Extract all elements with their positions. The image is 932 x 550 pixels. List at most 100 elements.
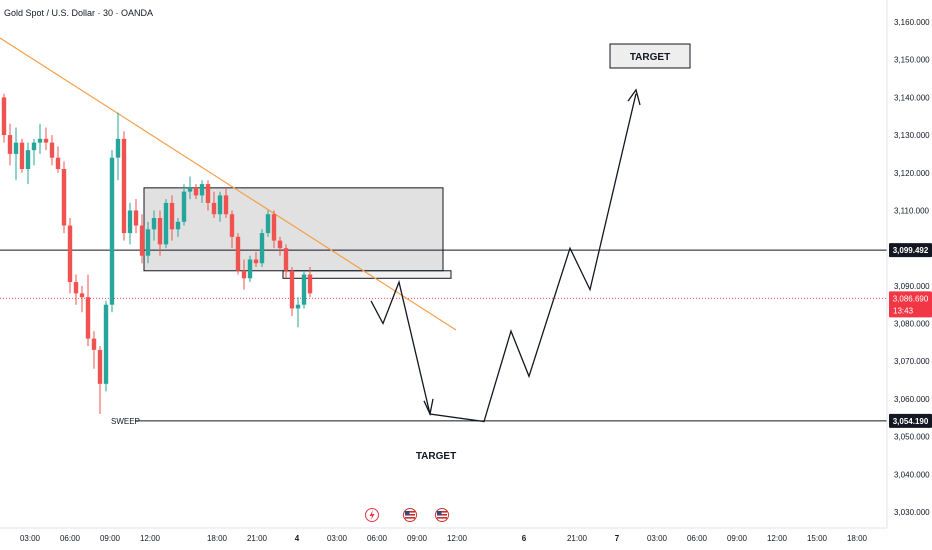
candle-body[interactable] [67, 225, 73, 283]
candle-body[interactable] [7, 135, 13, 154]
candle-body[interactable] [109, 157, 115, 305]
x-tick-label: 09:00 [727, 534, 748, 543]
candle-body[interactable] [43, 138, 49, 143]
us-flag-icon[interactable] [435, 508, 449, 522]
us-flag-icon[interactable] [403, 508, 417, 522]
x-tick-label: 03:00 [327, 534, 348, 543]
candle-body[interactable] [277, 240, 283, 249]
x-tick-label: 06:00 [367, 534, 388, 543]
candle-body[interactable] [139, 225, 145, 256]
candle-body[interactable] [265, 214, 271, 234]
trendline[interactable] [0, 37, 457, 331]
x-tick-label: 06:00 [687, 534, 708, 543]
candle-body[interactable] [217, 195, 223, 215]
x-tick-label: 18:00 [207, 534, 228, 543]
candle-body[interactable] [115, 138, 121, 158]
candle-body[interactable] [247, 259, 253, 279]
flash-icon[interactable] [365, 508, 379, 522]
x-tick-label: 12:00 [767, 534, 788, 543]
candle-body[interactable] [193, 187, 199, 196]
candle-body[interactable] [73, 282, 79, 294]
candle-body[interactable] [295, 304, 301, 309]
candle-body[interactable] [145, 229, 151, 256]
y-tick-label: 3,150.000 [894, 56, 930, 65]
y-tick-label: 3,090.000 [894, 282, 930, 291]
candle-body[interactable] [289, 270, 295, 309]
level-price-tag-label: 3,054.190 [893, 417, 929, 426]
y-tick-label: 3,040.000 [894, 470, 930, 479]
candle-body[interactable] [187, 187, 193, 192]
candle-body[interactable] [205, 184, 211, 203]
chart-title: Gold Spot / U.S. Dollar · 30 · OANDA [4, 8, 154, 18]
candle-body[interactable] [271, 214, 277, 241]
candle-body[interactable] [37, 138, 43, 143]
candle-body[interactable] [229, 214, 235, 237]
projection-path[interactable] [370, 93, 637, 423]
candle-body[interactable] [241, 270, 247, 279]
candle-body[interactable] [253, 259, 259, 264]
candle-body[interactable] [55, 157, 61, 169]
candle-body[interactable] [307, 274, 313, 294]
candle-body[interactable] [103, 304, 109, 384]
candle-body[interactable] [169, 202, 175, 230]
x-tick-label: 06:00 [60, 534, 81, 543]
candle-body[interactable] [61, 169, 67, 226]
arrow-head-up [627, 88, 641, 106]
candle-body[interactable] [163, 202, 169, 245]
level-price-tag [889, 413, 932, 428]
candle-body[interactable] [175, 221, 181, 230]
countdown-label: 13:43 [893, 306, 914, 315]
candle-body[interactable] [79, 293, 85, 298]
x-tick-label: 4 [295, 534, 300, 543]
candle-body[interactable] [283, 248, 289, 271]
candle-body[interactable] [13, 142, 19, 154]
target-label-top: TARGET [630, 52, 670, 63]
candle-body[interactable] [91, 338, 97, 350]
candle-body[interactable] [25, 150, 31, 169]
x-tick-label: 09:00 [407, 534, 428, 543]
candle-body[interactable] [127, 210, 133, 234]
target-box[interactable] [609, 43, 691, 69]
candle-body[interactable] [301, 274, 307, 305]
x-tick-label: 21:00 [247, 534, 268, 543]
zone-rect[interactable] [143, 187, 444, 272]
candle-body[interactable] [211, 202, 217, 215]
candle-body[interactable] [121, 138, 127, 234]
x-tick-label: 09:00 [100, 534, 121, 543]
y-tick-label: 3,050.000 [894, 433, 930, 442]
x-tick-label: 15:00 [807, 534, 828, 543]
candle-body[interactable] [199, 184, 205, 196]
x-tick-label: 7 [615, 534, 620, 543]
current-price-tag [889, 291, 932, 318]
y-tick-label: 3,130.000 [894, 131, 930, 140]
candle-body[interactable] [151, 218, 157, 230]
candle-body[interactable] [181, 191, 187, 222]
current-price-label: 3,086.690 [893, 294, 929, 303]
candle-body[interactable] [259, 233, 265, 264]
level-price-tag-label: 3,099.492 [893, 246, 929, 255]
candle-body[interactable] [49, 142, 55, 158]
candle-body[interactable] [133, 210, 139, 226]
x-tick-label: 21:00 [567, 534, 588, 543]
candle-body[interactable] [1, 97, 7, 136]
candle-body[interactable] [97, 349, 103, 384]
zone-rect[interactable] [282, 270, 452, 279]
x-tick-label: 03:00 [20, 534, 41, 543]
arrow-head-down [423, 398, 434, 417]
candle-body[interactable] [235, 236, 241, 271]
candle-body[interactable] [223, 195, 229, 215]
y-tick-label: 3,160.000 [894, 18, 930, 27]
y-tick-label: 3,060.000 [894, 395, 930, 404]
x-tick-label: 03:00 [647, 534, 668, 543]
candle-body[interactable] [19, 142, 25, 169]
candle-body[interactable] [157, 218, 163, 245]
y-tick-label: 3,140.000 [894, 93, 930, 102]
candle-body[interactable] [85, 297, 91, 339]
target-label-bottom: TARGET [416, 451, 456, 462]
y-tick-label: 3,030.000 [894, 508, 930, 517]
candle-body[interactable] [31, 142, 37, 151]
x-tick-label: 6 [522, 534, 527, 543]
x-tick-label: 12:00 [447, 534, 468, 543]
y-tick-label: 3,070.000 [894, 357, 930, 366]
